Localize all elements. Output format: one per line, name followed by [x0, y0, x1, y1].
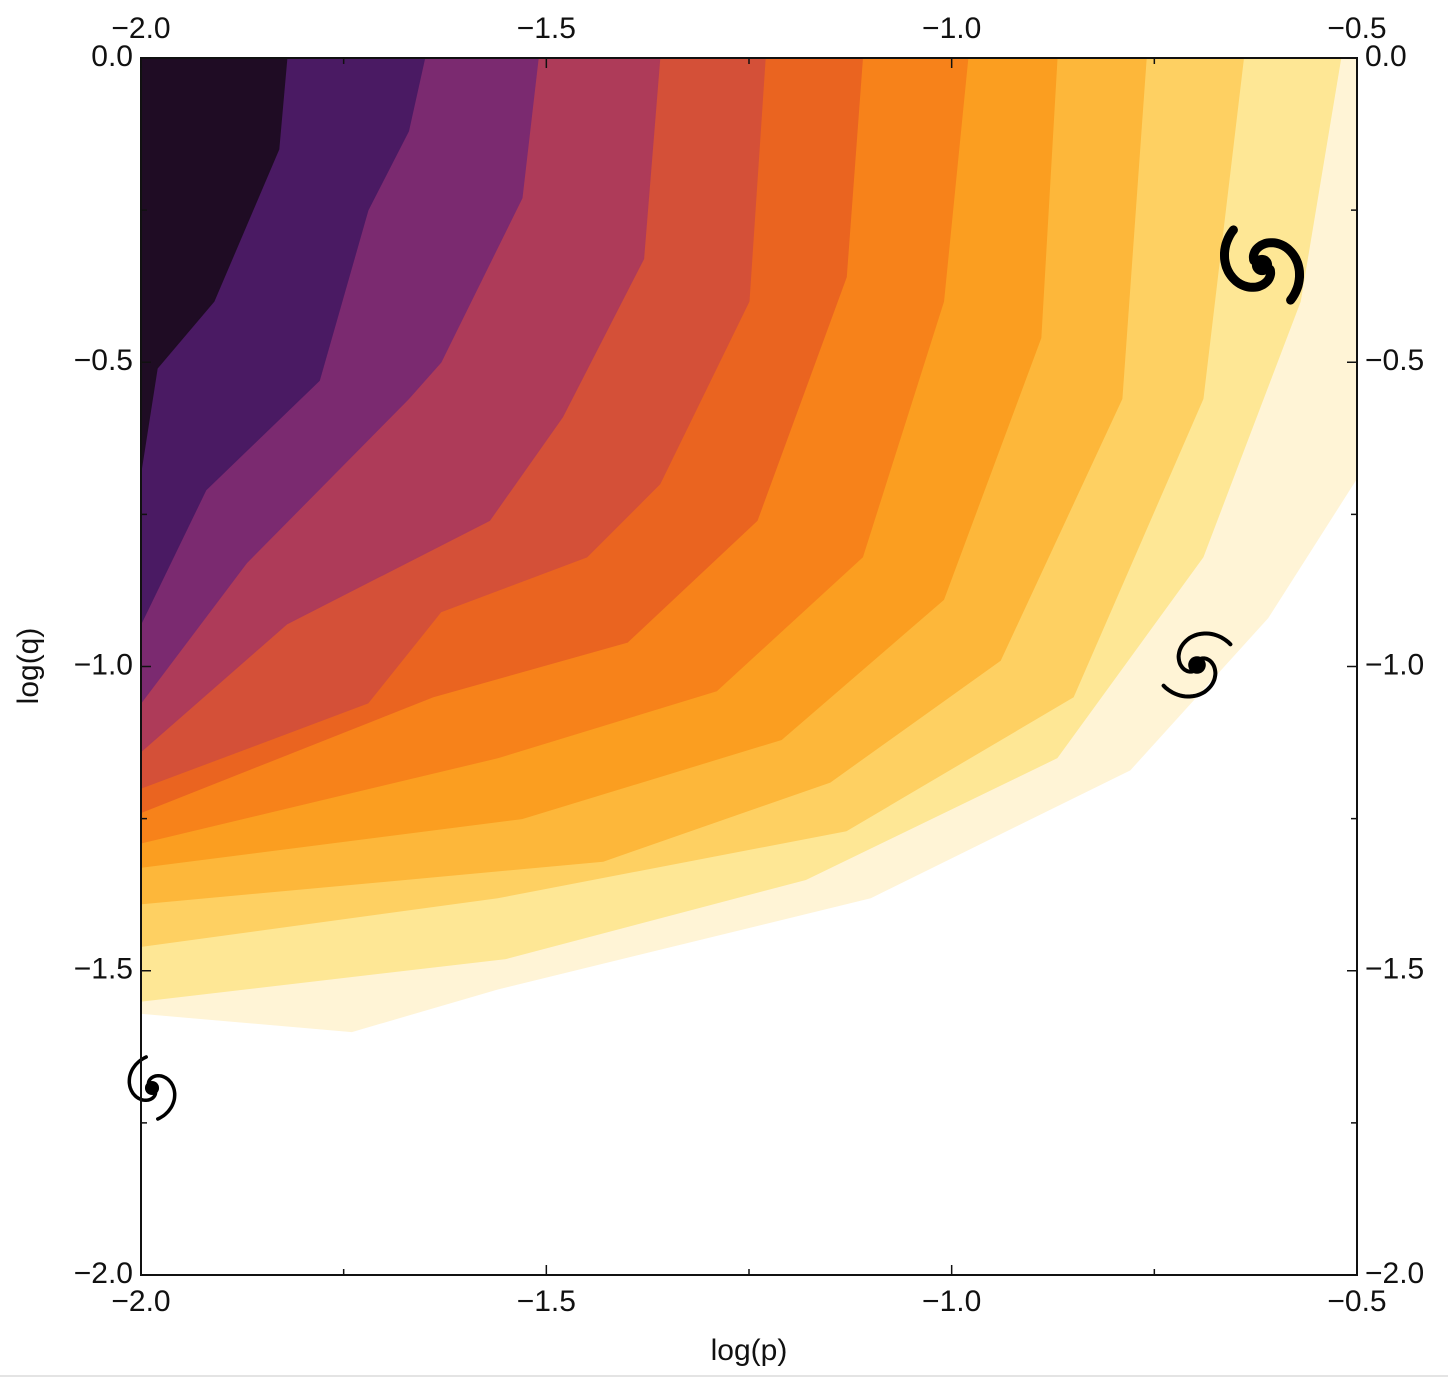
x-tick-label: −1.0 [922, 1285, 981, 1318]
galaxy-icons [127, 225, 1304, 1121]
y-tick-label-right: −0.5 [1365, 344, 1424, 377]
galaxy-icon [1220, 225, 1304, 305]
galaxy-arm [1220, 225, 1276, 292]
x-tick-label: −2.0 [111, 1285, 170, 1318]
y-axis-label: log(q) [12, 628, 45, 705]
galaxy-arm [146, 1073, 177, 1121]
galaxy-core [1188, 656, 1206, 674]
y-tick-label: 0.0 [91, 40, 133, 73]
galaxy-icon [1161, 631, 1233, 699]
x-axis-label: log(p) [711, 1334, 788, 1367]
y-tick-label-right: −2.0 [1365, 1257, 1424, 1290]
galaxy-arm [1176, 631, 1233, 674]
galaxy-arm [127, 1055, 158, 1103]
y-tick-label-right: 0.0 [1365, 40, 1407, 73]
y-tick-label-right: −1.5 [1365, 953, 1424, 986]
galaxy-arm [1248, 238, 1304, 305]
galaxy-core [144, 1080, 160, 1096]
x-tick-label-top: −2.0 [111, 12, 170, 45]
galaxy-arm [1161, 656, 1218, 699]
axes: −2.0−2.0−1.5−1.5−1.0−1.0−0.5−0.50.0 0.0−0… [74, 12, 1424, 1318]
y-tick-label: −1.5 [74, 953, 133, 986]
x-tick-label-top: −1.0 [922, 12, 981, 45]
x-tick-label-top: −0.5 [1327, 12, 1386, 45]
contour-area [140, 57, 1358, 1033]
y-tick-label: −1.0 [74, 648, 133, 681]
y-tick-label-right: −1.0 [1365, 648, 1424, 681]
y-tick-label: −0.5 [74, 344, 133, 377]
x-tick-label: −1.5 [517, 1285, 576, 1318]
x-tick-label: −0.5 [1327, 1285, 1386, 1318]
galaxy-icon [127, 1055, 177, 1121]
y-tick-label: −2.0 [74, 1257, 133, 1290]
x-tick-label-top: −1.5 [517, 12, 576, 45]
